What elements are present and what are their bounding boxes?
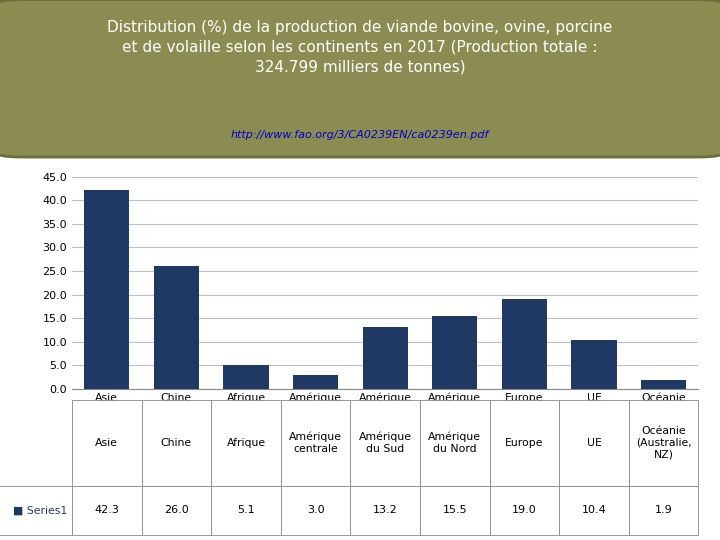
Bar <box>502 299 547 389</box>
Bar <box>641 380 686 389</box>
Bar <box>363 327 408 389</box>
Text: Distribution (%) de la production de viande bovine, ovine, porcine
et de volaill: Distribution (%) de la production de via… <box>107 20 613 75</box>
Bar <box>223 365 269 389</box>
Bar <box>293 375 338 389</box>
Bar <box>432 316 477 389</box>
Bar <box>84 190 130 389</box>
FancyBboxPatch shape <box>0 0 720 157</box>
Text: http://www.fao.org/3/CA0239EN/ca0239en.pdf: http://www.fao.org/3/CA0239EN/ca0239en.p… <box>231 130 489 139</box>
Bar <box>572 340 616 389</box>
Bar <box>154 266 199 389</box>
